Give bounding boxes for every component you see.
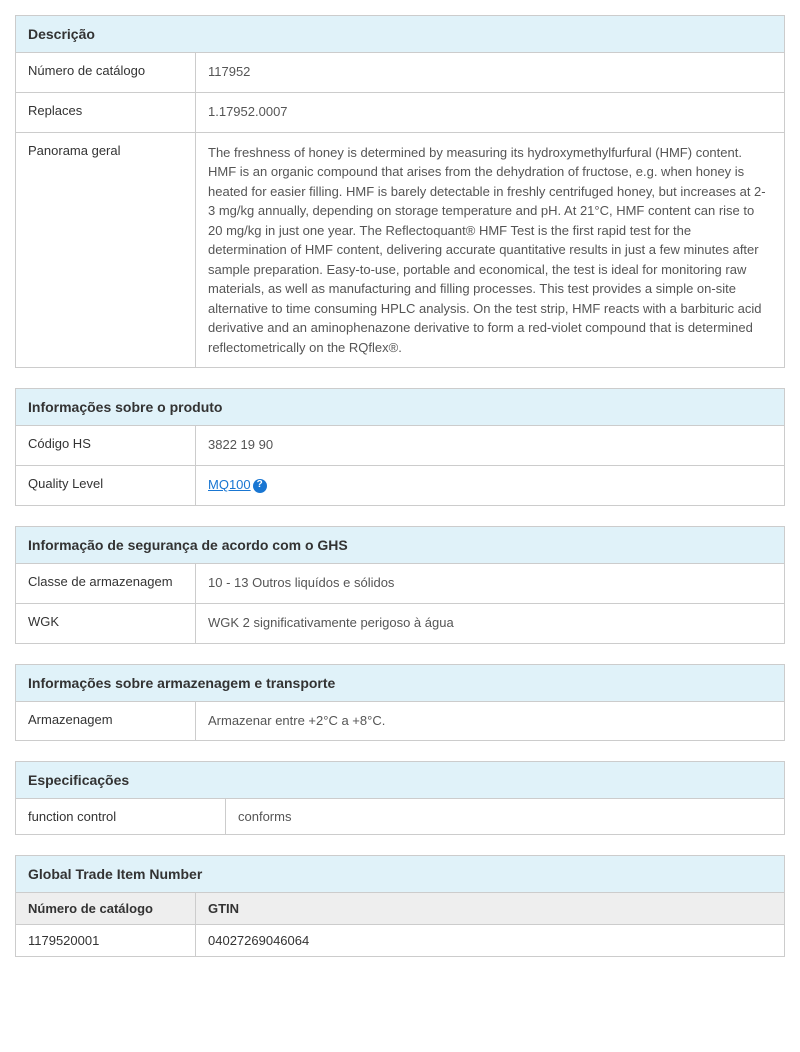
- specifications-header: Especificações: [16, 762, 784, 799]
- storage-label: Armazenagem: [16, 702, 196, 741]
- gtin-col-catalog-header: Número de catálogo: [16, 893, 196, 924]
- quality-level-label: Quality Level: [16, 466, 196, 505]
- table-row: Armazenagem Armazenar entre +2°C a +8°C.: [16, 702, 784, 741]
- table-row: function control conforms: [16, 799, 784, 834]
- gtin-col-gtin-header: GTIN: [196, 893, 784, 924]
- description-header: Descrição: [16, 16, 784, 53]
- storage-transport-header: Informações sobre armazenagem e transpor…: [16, 665, 784, 702]
- gtin-value: 04027269046064: [196, 925, 784, 956]
- table-row: Código HS 3822 19 90: [16, 426, 784, 466]
- catalog-number-value: 117952: [196, 53, 784, 92]
- table-row: Número de catálogo 117952: [16, 53, 784, 93]
- wgk-value: WGK 2 significativamente perigoso à água: [196, 604, 784, 643]
- product-info-header: Informações sobre o produto: [16, 389, 784, 426]
- function-control-label: function control: [16, 799, 226, 834]
- specifications-section: Especificações function control conforms: [15, 761, 785, 835]
- safety-section: Informação de segurança de acordo com o …: [15, 526, 785, 644]
- function-control-value: conforms: [226, 799, 784, 834]
- table-row: Quality Level MQ100?: [16, 466, 784, 505]
- safety-header: Informação de segurança de acordo com o …: [16, 527, 784, 564]
- help-icon[interactable]: ?: [253, 479, 267, 493]
- overview-value: The freshness of honey is determined by …: [196, 133, 784, 368]
- description-section: Descrição Número de catálogo 117952 Repl…: [15, 15, 785, 368]
- table-row: 1179520001 04027269046064: [16, 925, 784, 956]
- table-row: WGK WGK 2 significativamente perigoso à …: [16, 604, 784, 643]
- storage-value: Armazenar entre +2°C a +8°C.: [196, 702, 784, 741]
- overview-label: Panorama geral: [16, 133, 196, 368]
- quality-level-link[interactable]: MQ100: [208, 477, 251, 492]
- table-row: Panorama geral The freshness of honey is…: [16, 133, 784, 368]
- gtin-section: Global Trade Item Number Número de catál…: [15, 855, 785, 957]
- product-info-section: Informações sobre o produto Código HS 38…: [15, 388, 785, 506]
- replaces-value: 1.17952.0007: [196, 93, 784, 132]
- replaces-label: Replaces: [16, 93, 196, 132]
- quality-level-value: MQ100?: [196, 466, 784, 505]
- gtin-catalog-value: 1179520001: [16, 925, 196, 956]
- hs-code-value: 3822 19 90: [196, 426, 784, 465]
- catalog-number-label: Número de catálogo: [16, 53, 196, 92]
- table-row: Replaces 1.17952.0007: [16, 93, 784, 133]
- table-row: Classe de armazenagem 10 - 13 Outros liq…: [16, 564, 784, 604]
- storage-class-label: Classe de armazenagem: [16, 564, 196, 603]
- gtin-table-header: Número de catálogo GTIN: [16, 893, 784, 925]
- storage-class-value: 10 - 13 Outros liquídos e sólidos: [196, 564, 784, 603]
- gtin-header: Global Trade Item Number: [16, 856, 784, 893]
- hs-code-label: Código HS: [16, 426, 196, 465]
- storage-transport-section: Informações sobre armazenagem e transpor…: [15, 664, 785, 742]
- wgk-label: WGK: [16, 604, 196, 643]
